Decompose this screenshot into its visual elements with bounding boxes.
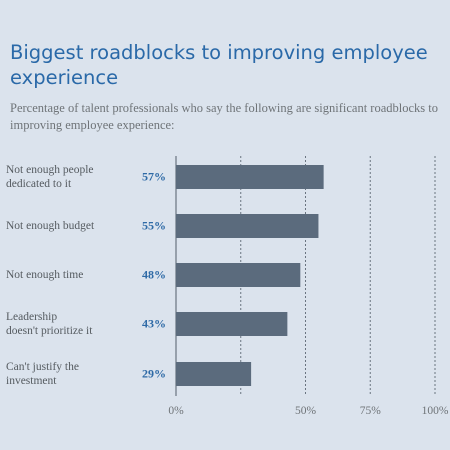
- x-tick-label: 100%: [422, 405, 449, 417]
- category-label: Not enough people dedicated to it: [6, 164, 94, 190]
- bar: [176, 362, 252, 386]
- value-label: 29%: [142, 366, 166, 381]
- bar: [176, 214, 319, 238]
- value-label: 48%: [142, 267, 166, 282]
- bar: [176, 263, 301, 287]
- bar: [176, 312, 288, 336]
- category-label: Not enough budget: [6, 220, 95, 232]
- x-tick-label: 75%: [360, 405, 382, 417]
- x-tick-label: 50%: [295, 405, 317, 417]
- value-label: 57%: [142, 169, 166, 184]
- value-label: 55%: [142, 218, 166, 233]
- chart-subtitle: Percentage of talent professionals who s…: [10, 101, 439, 132]
- value-label: 43%: [142, 316, 166, 331]
- bar: [176, 165, 324, 189]
- category-label: Can't justify the investment: [6, 361, 79, 387]
- chart-title: Biggest roadblocks to improving employee…: [10, 41, 428, 89]
- category-label: Leadership doesn't prioritize it: [6, 311, 93, 337]
- category-label: Not enough time: [6, 269, 84, 281]
- x-tick-label: 0%: [168, 405, 184, 417]
